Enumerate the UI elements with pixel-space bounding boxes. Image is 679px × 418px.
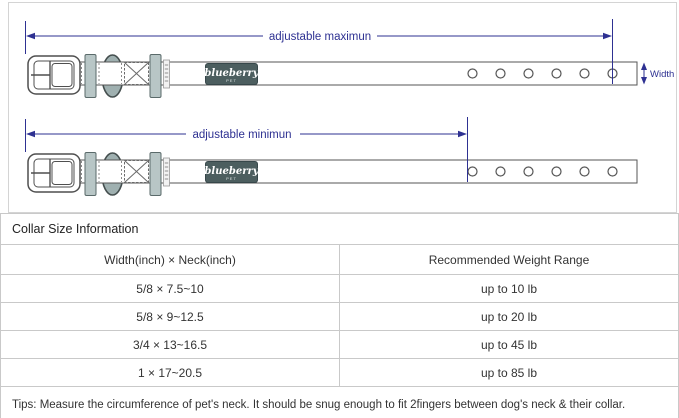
table-header-row: Width(inch) × Neck(inch) Recommended Wei… bbox=[1, 244, 678, 274]
size-cell: 3/4 × 13~16.5 bbox=[132, 337, 208, 352]
weight-cell: up to 20 lb bbox=[339, 303, 678, 330]
collar-size-table: Collar Size Information Width(inch) × Ne… bbox=[0, 213, 679, 418]
size-cell: 5/8 × 9~12.5 bbox=[136, 309, 204, 324]
width-label: Width bbox=[650, 69, 674, 80]
table-row: 1 × 17~20.5 up to 85 lb bbox=[1, 358, 678, 386]
weight-cell: up to 10 lb bbox=[339, 275, 678, 302]
size-cell: 5/8 × 7.5~10 bbox=[136, 281, 204, 296]
collar-illustration-max bbox=[27, 53, 638, 99]
table-row: 5/8 × 9~12.5 up to 20 lb bbox=[1, 302, 678, 330]
adjustable-minimum-label: adjustable minimun bbox=[192, 129, 291, 141]
table-row: 5/8 × 7.5~10 up to 10 lb bbox=[1, 274, 678, 302]
dimension-width bbox=[641, 62, 647, 85]
table-title: Collar Size Information bbox=[12, 222, 139, 236]
weight-cell: up to 45 lb bbox=[339, 331, 678, 358]
size-cell: 1 × 17~20.5 bbox=[137, 365, 203, 380]
collar-illustration-min bbox=[27, 151, 638, 197]
weight-cell: up to 85 lb bbox=[339, 359, 678, 386]
adjustable-maximum-label: adjustable maximun bbox=[269, 31, 371, 43]
table-tips: Tips: Measure the circumference of pet's… bbox=[1, 386, 678, 418]
header-weight-range: Recommended Weight Range bbox=[339, 245, 678, 274]
header-width-neck: Width(inch) × Neck(inch) bbox=[104, 252, 236, 267]
dimension-adjustable-maximum bbox=[25, 19, 613, 84]
dimension-adjustable-minimum bbox=[25, 117, 468, 182]
collar-diagram: blueberry PET adjustable maximun bbox=[25, 19, 674, 197]
table-row: 3/4 × 13~16.5 up to 45 lb bbox=[1, 330, 678, 358]
